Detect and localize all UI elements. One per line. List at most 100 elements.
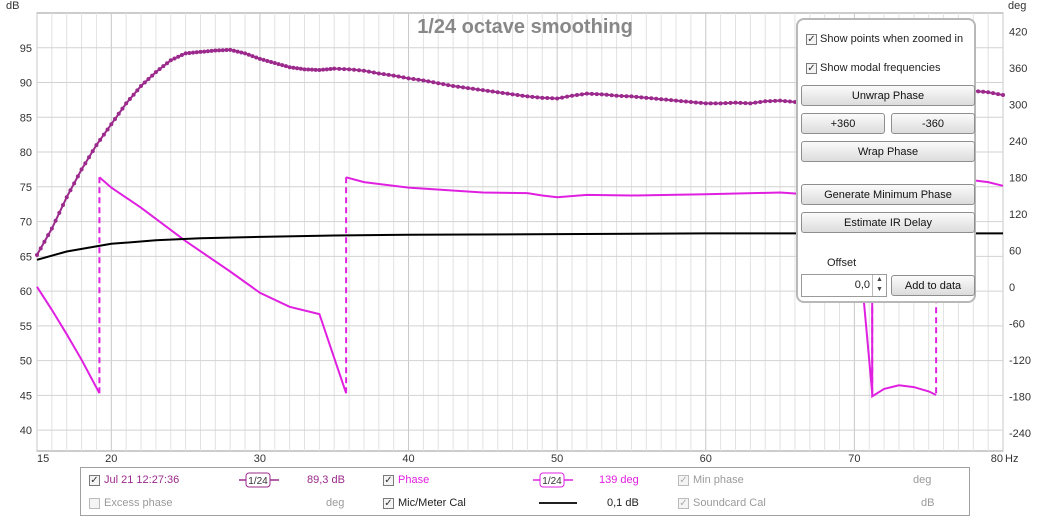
data-point: [748, 101, 753, 106]
show-points-label: Show points when zoomed in: [820, 33, 964, 45]
generate-min-phase-button[interactable]: Generate Minimum Phase: [801, 184, 975, 205]
show-modal-checkbox[interactable]: ✓: [806, 62, 817, 74]
phase-checkbox[interactable]: ✓: [383, 474, 394, 486]
legend-row-2: Excess phase deg ✓ Mic/Meter Cal 0,1 dB …: [81, 493, 969, 513]
data-point: [224, 48, 229, 53]
data-point: [500, 90, 505, 95]
data-point: [560, 95, 565, 100]
data-point: [243, 51, 248, 56]
data-point: [342, 67, 347, 72]
data-point: [198, 49, 203, 54]
phase-smoothing-icon[interactable]: 1/24: [533, 472, 573, 488]
data-point: [540, 95, 545, 100]
y-left-unit: dB: [6, 0, 19, 12]
data-point: [79, 167, 84, 172]
data-point: [120, 106, 125, 111]
minus-360-button[interactable]: -360: [891, 113, 975, 134]
data-point: [584, 91, 589, 96]
show-points-checkbox[interactable]: ✓: [806, 33, 817, 45]
measurement-smoothing-icon[interactable]: 1/24: [239, 472, 279, 488]
axis-labels: 15 20 30 40 50 60 70 80 40 45 50 55 60 65 70 75 80 85 90 95…: [20, 26, 1031, 465]
data-point: [758, 99, 763, 104]
data-point: [996, 92, 1001, 97]
data-point: [426, 79, 431, 84]
data-point: [604, 92, 609, 97]
estimate-ir-delay-button[interactable]: Estimate IR Delay: [801, 212, 975, 233]
wrap-phase-button[interactable]: Wrap Phase: [801, 141, 975, 162]
data-point: [639, 95, 644, 100]
y-right-tick-label: 60: [1009, 245, 1021, 257]
min-phase-checkbox[interactable]: ✓: [678, 474, 689, 486]
show-modal-option[interactable]: ✓ Show modal frequencies: [806, 62, 940, 74]
data-point: [669, 98, 674, 103]
data-point: [131, 92, 136, 97]
measurement-checkbox[interactable]: ✓: [89, 474, 100, 486]
data-point: [146, 77, 151, 82]
data-point: [309, 67, 314, 72]
data-point: [436, 81, 441, 86]
chart-title: 1/24 octave smoothing: [417, 16, 633, 38]
excess-phase-checkbox[interactable]: [89, 497, 100, 509]
soundcard-cal-checkbox[interactable]: ✓: [678, 497, 689, 509]
data-point: [461, 85, 466, 90]
legend-soundcard-cal[interactable]: ✓ Soundcard Cal: [678, 497, 766, 509]
show-modal-label: Show modal frequencies: [820, 62, 941, 74]
y-right-unit: deg: [1008, 0, 1026, 12]
phase-smoothing-label: 1/24: [542, 476, 562, 487]
data-point: [295, 66, 300, 71]
data-point: [703, 101, 708, 106]
spin-down-icon[interactable]: ▼: [876, 286, 883, 293]
data-point: [113, 117, 118, 122]
unwrap-phase-button[interactable]: Unwrap Phase: [801, 85, 975, 106]
data-point: [150, 73, 155, 78]
excess-phase-name: Excess phase: [104, 497, 173, 509]
data-point: [35, 252, 39, 257]
legend-mic-cal[interactable]: ✓ Mic/Meter Cal: [383, 497, 466, 509]
data-point: [246, 52, 251, 57]
offset-label: Offset: [827, 257, 857, 269]
data-point: [783, 99, 788, 104]
offset-input[interactable]: 0,0 ▲ ▼: [801, 274, 887, 297]
data-point: [555, 96, 560, 101]
y-left-tick-label: 70: [20, 217, 32, 229]
data-point: [142, 80, 147, 85]
y-right-tick-label: -60: [1009, 318, 1025, 330]
legend-row-1: ✓ Jul 21 12:27:36 1/24 89,3 dB ✓ Phase 1…: [81, 470, 969, 490]
data-point: [381, 72, 386, 77]
data-point: [302, 67, 307, 72]
data-point: [411, 77, 416, 82]
legend-min-phase[interactable]: ✓ Min phase: [678, 474, 744, 486]
show-points-option[interactable]: ✓ Show points when zoomed in: [806, 33, 963, 45]
data-point: [228, 47, 233, 52]
data-point: [64, 195, 69, 200]
data-point: [272, 61, 277, 66]
data-point: [698, 100, 703, 105]
min-phase-name: Min phase: [693, 474, 744, 486]
series-line-mic-meter-cal: [36, 232, 1003, 261]
series-line-phase: [36, 176, 1004, 399]
legend-excess-phase[interactable]: Excess phase: [89, 497, 172, 509]
data-point: [220, 48, 225, 53]
plus-360-button[interactable]: +360: [801, 113, 885, 134]
data-point: [743, 101, 748, 106]
legend-measurement[interactable]: ✓ Jul 21 12:27:36: [89, 474, 179, 486]
data-point: [644, 95, 649, 100]
x-tick-label: 30: [254, 453, 266, 465]
data-point: [250, 54, 255, 59]
offset-spinner[interactable]: ▲ ▼: [872, 275, 886, 296]
data-point: [298, 66, 303, 71]
spin-up-icon[interactable]: ▲: [876, 276, 883, 283]
measurement-smoothing-label: 1/24: [248, 476, 268, 487]
add-to-data-button[interactable]: Add to data: [891, 275, 975, 296]
y-left-tick-label: 95: [20, 43, 32, 55]
x-tick-label: 20: [105, 453, 117, 465]
data-point: [135, 88, 140, 93]
data-point: [254, 55, 259, 60]
data-point: [328, 66, 333, 71]
data-point: [649, 96, 654, 101]
data-point: [366, 69, 371, 74]
mic-cal-checkbox[interactable]: ✓: [383, 497, 394, 509]
legend-phase[interactable]: ✓ Phase: [383, 474, 429, 486]
data-point: [116, 111, 121, 116]
x-tick-label: 40: [402, 453, 414, 465]
